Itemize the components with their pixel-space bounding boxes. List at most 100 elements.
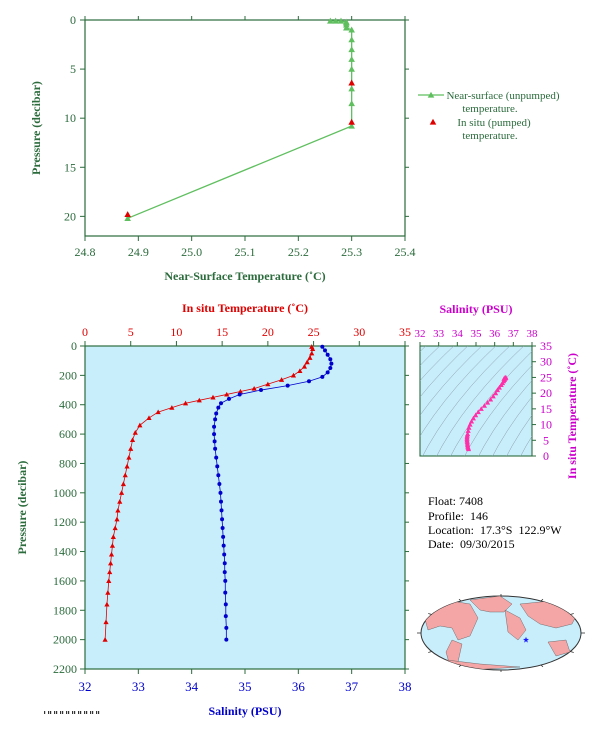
y-tick-label: 25	[540, 370, 552, 384]
temperature-point	[115, 507, 121, 513]
salinity-point	[212, 424, 217, 429]
map-border-tick	[458, 664, 462, 668]
code-bar	[86, 711, 88, 714]
isopycnal-line	[420, 346, 441, 366]
x-top-tick-label: 35	[399, 325, 411, 339]
y-right-axis-label: In situ Temperature (˚C)	[565, 353, 579, 479]
code-bar	[62, 711, 64, 714]
float-info-float: Float: 7408	[422, 479, 483, 509]
near-surface-point	[337, 17, 345, 24]
salinity-point	[219, 401, 223, 406]
temperature-point	[304, 359, 310, 365]
y-tick-label: 2000	[53, 633, 77, 647]
code-bar	[98, 711, 100, 714]
legend-marker-in-situ	[429, 118, 437, 125]
temperature-point	[103, 619, 109, 625]
salinity-point	[222, 552, 227, 557]
temperature-point	[237, 388, 244, 394]
x-top-tick-label: 30	[353, 325, 365, 339]
salinity-point	[213, 446, 218, 451]
y-tick-label: 15	[64, 160, 76, 174]
map-border-tick	[570, 651, 574, 653]
near-surface-point	[343, 18, 350, 25]
temperature-point	[107, 569, 113, 575]
salinity-point	[320, 344, 325, 349]
legend-label-near-surface: Near-surface (unpumped) temperature.	[446, 90, 559, 115]
temperature-point	[104, 601, 110, 607]
near-surface-point	[348, 46, 355, 53]
code-bar	[48, 711, 50, 714]
float-location-map	[417, 594, 585, 672]
y-axis-label: Pressure (decibar)	[29, 81, 43, 175]
near-surface-point	[124, 215, 131, 221]
salinity-point	[220, 526, 225, 531]
near-surface-point	[348, 65, 355, 72]
x-tick-label: 35	[471, 328, 483, 340]
x-tick-label: 38	[399, 679, 412, 694]
y-tick-label: 400	[59, 398, 77, 412]
code-bar	[60, 711, 62, 714]
x-tick-label: 25.1	[235, 245, 256, 259]
legend-line-2: temperature.	[462, 130, 518, 142]
x-tick-label: 24.9	[128, 245, 149, 259]
temperature-point	[122, 472, 128, 478]
ts-point	[475, 409, 481, 415]
y-tick-label: 1600	[53, 574, 77, 588]
code-bar	[80, 711, 82, 714]
ts-point	[493, 390, 499, 396]
salinity-point	[325, 370, 330, 375]
series-line-near-surface	[127, 20, 353, 219]
temperature-point	[137, 422, 143, 428]
code-mark	[44, 711, 100, 714]
temperature-point	[128, 446, 134, 451]
legend-marker-near-surface	[427, 91, 435, 98]
plot-area	[84, 345, 406, 670]
x-tick-label: 24.8	[75, 245, 96, 259]
temperature-point	[105, 590, 111, 595]
profile-label: Profile:	[428, 509, 464, 523]
isopycnal-line	[420, 346, 483, 416]
x-axis-label: Salinity (PSU)	[208, 704, 281, 718]
isopycnal-line	[588, 341, 601, 461]
ts-point	[465, 431, 471, 437]
salinity-point	[323, 348, 327, 353]
y-tick-label: 15	[540, 402, 552, 416]
plot-area	[84, 19, 406, 237]
y-tick-label: 20	[540, 386, 552, 400]
x-tick-label: 34	[452, 328, 464, 340]
temperature-point	[146, 415, 152, 421]
temperature-point	[124, 463, 130, 469]
salinity-point	[285, 383, 290, 388]
ts-point	[484, 399, 491, 405]
isopycnal-line	[450, 351, 532, 456]
x-tick-label: 38	[527, 328, 539, 340]
y-tick-label: 1000	[53, 486, 77, 500]
legend-line-2: temperature.	[462, 103, 518, 115]
salinity-point	[259, 388, 263, 393]
temperature-point	[169, 405, 175, 410]
temperature-point	[114, 516, 120, 522]
temperature-point	[108, 560, 114, 566]
ts-point	[466, 425, 472, 430]
map-border-tick	[458, 598, 462, 602]
salinity-point	[328, 366, 333, 371]
code-bar	[66, 711, 68, 714]
y-tick-label: 200	[59, 368, 77, 382]
y-tick-label: 5	[543, 433, 549, 447]
temperature-point	[290, 372, 297, 378]
temperature-point	[265, 381, 271, 387]
temperature-point	[120, 481, 126, 487]
code-bar	[72, 711, 74, 714]
in-situ-point	[348, 118, 355, 125]
map-border-tick	[540, 664, 544, 668]
near-surface-point	[348, 36, 355, 43]
isopycnal-group	[420, 341, 601, 461]
map-border-tick	[428, 613, 432, 615]
temperature-point	[126, 454, 132, 460]
y-tick-label: 800	[59, 456, 77, 470]
x-tick-label: 33	[132, 679, 145, 694]
land-shape	[469, 596, 513, 613]
x-axis-label: Near-Surface Temperature (˚C)	[164, 269, 325, 283]
